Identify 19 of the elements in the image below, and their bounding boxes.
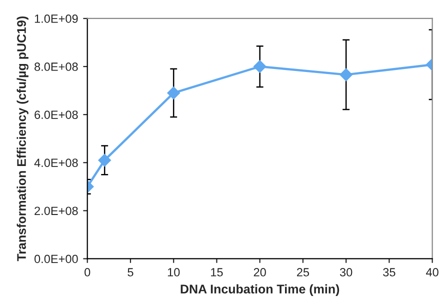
x-tick-label: 15	[211, 268, 223, 276]
y-tick-label: 2.0E+08	[34, 206, 78, 216]
y-axis-title: Transformation Efficiency (cfu/µg pUC19)	[16, 16, 28, 262]
y-tick-label: 0.0E+00	[34, 254, 78, 264]
point	[253, 60, 266, 73]
y-tick-label: 8.0E+08	[34, 62, 78, 71]
x-tick-label: 35	[383, 268, 396, 276]
x-tick-label: 10	[168, 268, 180, 276]
x-tick-label: 5	[128, 268, 134, 276]
y-tick-label: 4.0E+08	[34, 158, 78, 168]
x-tick-label: 30	[340, 268, 352, 276]
x-tick-label: 20	[254, 268, 266, 276]
x-axis-title: DNA Incubation Time (min)	[180, 284, 340, 296]
x-tick-label: 40	[426, 268, 438, 276]
x-tick-label: 0	[84, 268, 90, 276]
y-tick-label: 6.0E+08	[34, 110, 78, 119]
point	[167, 86, 180, 100]
y-tick-label: 1.0E+09	[34, 14, 78, 23]
x-tick-label: 25	[296, 268, 310, 276]
